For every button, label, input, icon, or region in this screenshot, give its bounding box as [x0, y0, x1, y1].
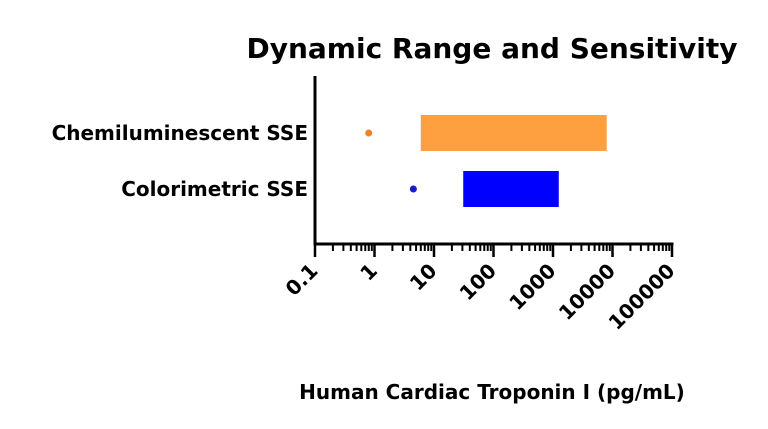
- plot-area: 0.1 1 10 100 100010000100000Chemiluminescent…: [52, 76, 680, 335]
- x-tick-label: 1000: [504, 259, 560, 315]
- range-bar: [420, 115, 607, 151]
- x-axis-title: Human Cardiac Troponin I (pg/mL): [299, 380, 685, 404]
- x-tick-label: 10: [405, 259, 442, 296]
- range-bar: [463, 171, 559, 207]
- x-tick-label: 0.1: [281, 259, 323, 301]
- x-tick-label: 100000: [604, 259, 680, 335]
- category-label: Chemiluminescent SSE: [52, 121, 308, 145]
- sensitivity-point: [365, 129, 373, 137]
- x-tick-label: 100: [455, 259, 501, 305]
- category-label: Colorimetric SSE: [121, 177, 308, 201]
- x-tick-label: 1: [355, 259, 382, 286]
- chart-title: Dynamic Range and Sensitivity: [246, 32, 737, 65]
- sensitivity-point: [409, 185, 417, 193]
